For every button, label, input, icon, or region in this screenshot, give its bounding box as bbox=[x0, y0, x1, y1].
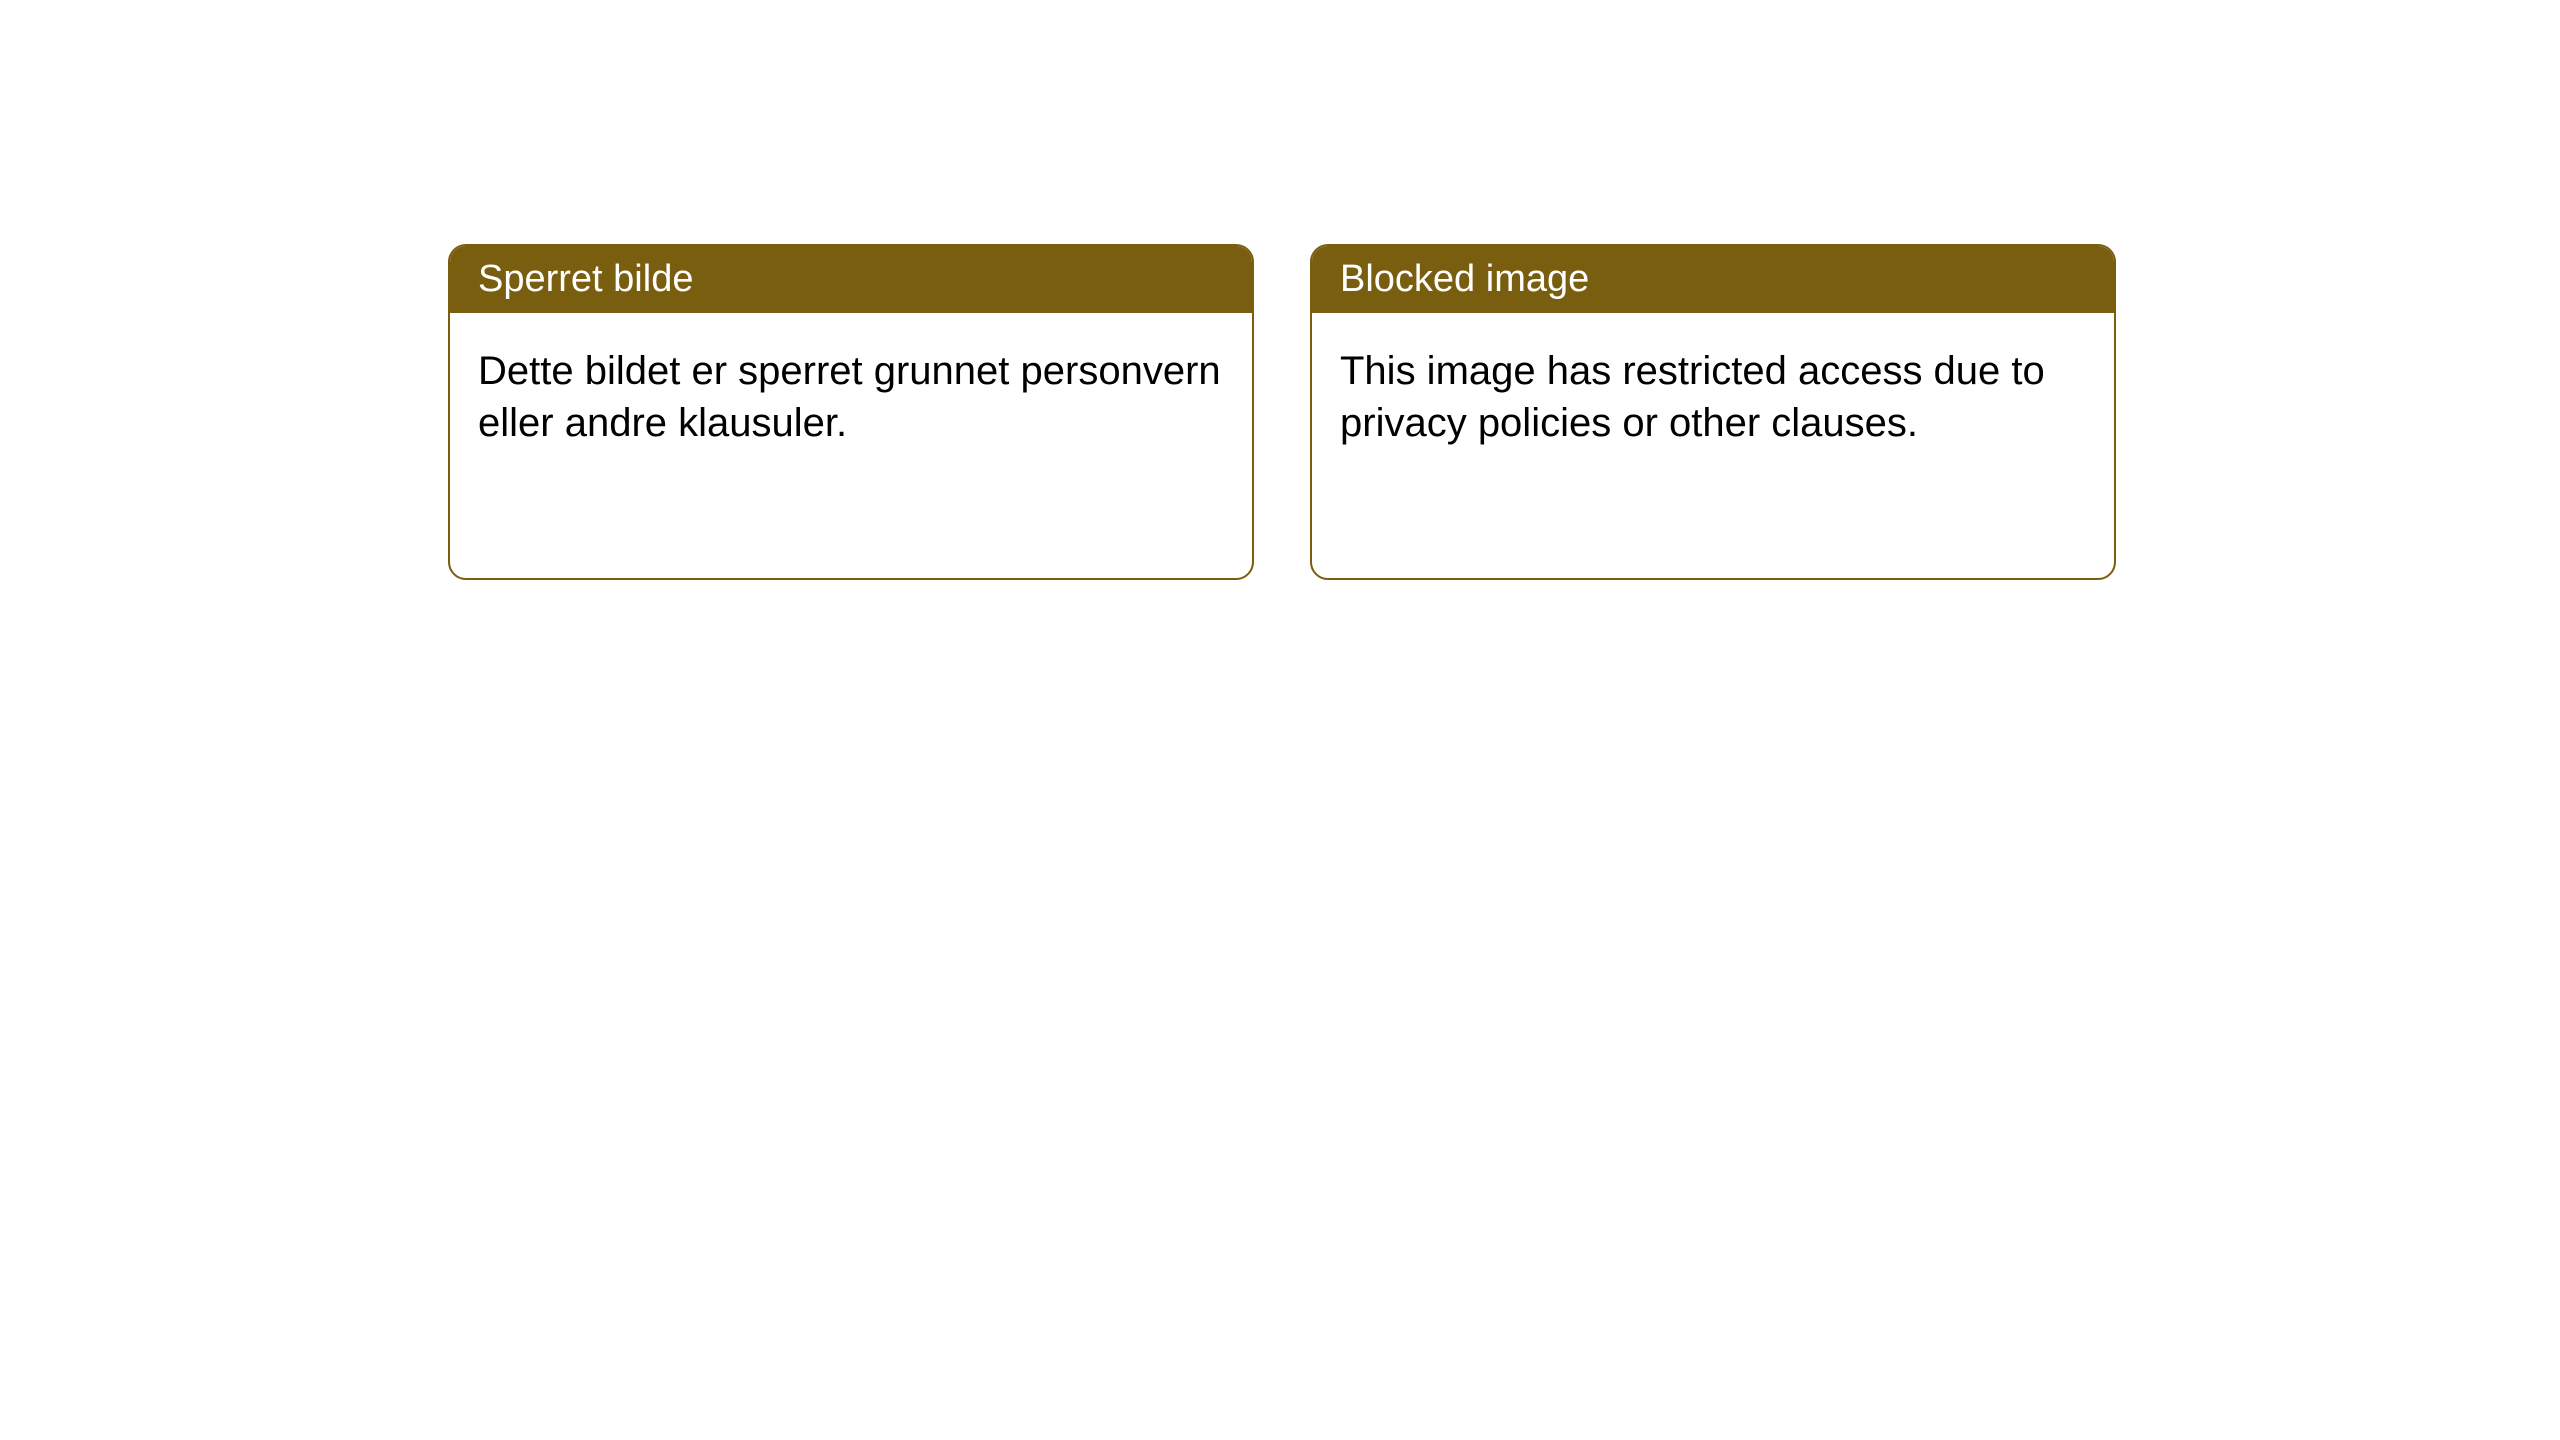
notice-box-english: Blocked image This image has restricted … bbox=[1310, 244, 2116, 580]
notice-header-norwegian: Sperret bilde bbox=[450, 246, 1252, 313]
notice-body-norwegian: Dette bildet er sperret grunnet personve… bbox=[450, 313, 1252, 481]
notice-body-english: This image has restricted access due to … bbox=[1312, 313, 2114, 481]
notice-box-norwegian: Sperret bilde Dette bildet er sperret gr… bbox=[448, 244, 1254, 580]
notice-header-english: Blocked image bbox=[1312, 246, 2114, 313]
notice-container: Sperret bilde Dette bildet er sperret gr… bbox=[448, 244, 2116, 580]
